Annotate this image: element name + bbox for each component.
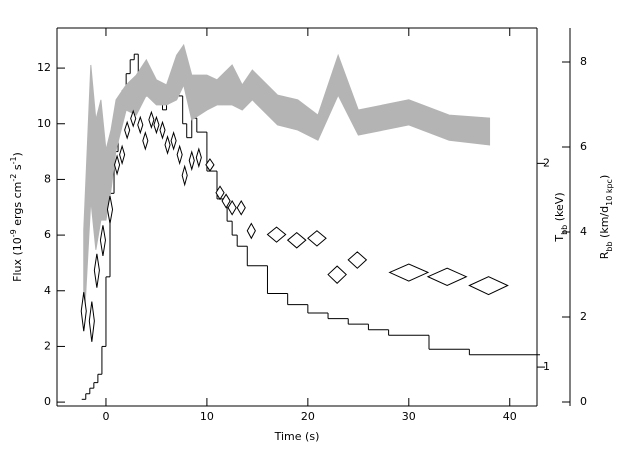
y-tick-label: 0 bbox=[580, 395, 587, 408]
y-axis-label-part: ) bbox=[598, 175, 611, 179]
x-tick-label: 0 bbox=[102, 410, 109, 423]
temperature-diamond bbox=[215, 185, 225, 201]
temperature-diamond bbox=[227, 199, 237, 216]
temperature-diamond bbox=[347, 251, 368, 269]
y-tick-label: 2 bbox=[580, 310, 587, 323]
y-tick-label: 6 bbox=[44, 228, 51, 241]
temperature-diamond bbox=[130, 109, 137, 128]
temperature-diamond bbox=[468, 276, 509, 296]
y-axis-label-part: ergs cm bbox=[11, 182, 24, 230]
plot-layer bbox=[80, 43, 541, 400]
x-tick-label: 30 bbox=[402, 410, 416, 423]
temperature-diamond bbox=[153, 115, 160, 135]
y-axis-label: Tbb (keV) bbox=[553, 192, 569, 242]
temperature-diamond bbox=[307, 230, 327, 247]
y-tick-label: 4 bbox=[580, 225, 587, 238]
y-axis-label-part: bb bbox=[560, 225, 569, 235]
radius-band bbox=[83, 43, 491, 331]
y-axis-label-part: ) bbox=[11, 152, 24, 156]
y-axis-label-part: T bbox=[553, 235, 566, 243]
temperature-diamond bbox=[148, 110, 155, 130]
y-axis-label-part: (km/d bbox=[598, 206, 611, 242]
temperature-diamond bbox=[114, 154, 121, 176]
y-tick-label: 2 bbox=[543, 156, 550, 169]
temperature-diamond bbox=[106, 195, 114, 224]
y-tick-label: 6 bbox=[580, 140, 587, 153]
y-axis-label: Flux (10-9 ergs cm-2 s-1) bbox=[9, 152, 24, 282]
y-axis-label-part: R bbox=[598, 251, 611, 259]
temperature-diamond bbox=[205, 158, 215, 172]
x-tick-label: 20 bbox=[301, 410, 315, 423]
y-axis-label-part: Flux (10 bbox=[11, 237, 24, 282]
x-axis-label: Time (s) bbox=[274, 430, 320, 443]
temperature-diamond bbox=[246, 222, 256, 240]
temperature-diamond bbox=[195, 147, 202, 169]
temperature-diamond bbox=[176, 144, 183, 166]
temperature-diamond bbox=[137, 115, 144, 135]
y-axis-label-part: -9 bbox=[9, 229, 18, 237]
y-axis-label-part: s bbox=[11, 164, 24, 173]
temperature-diamond bbox=[124, 120, 131, 140]
y-axis-label-part: -1 bbox=[9, 156, 18, 164]
temperature-diamond bbox=[181, 164, 188, 187]
temperature-diamond bbox=[80, 292, 87, 332]
temperature-diamond bbox=[142, 131, 149, 151]
temperature-diamond bbox=[119, 144, 126, 166]
temperature-diamond bbox=[286, 231, 307, 249]
y-axis-label-part: 10 kpc bbox=[605, 179, 614, 206]
y-tick-label: 8 bbox=[44, 172, 51, 185]
temperature-diamond bbox=[170, 131, 177, 151]
temperature-diamond bbox=[159, 120, 166, 140]
y-tick-label: 4 bbox=[44, 284, 51, 297]
temperature-diamond bbox=[327, 265, 347, 284]
temperature-diamond bbox=[99, 225, 106, 256]
y-axis-label: Rbb (km/d10 kpc) bbox=[598, 175, 614, 260]
x-tick-label: 10 bbox=[200, 410, 214, 423]
temperature-diamond bbox=[426, 267, 468, 287]
y-tick-label: 12 bbox=[37, 61, 51, 74]
temperature-diamond bbox=[236, 199, 246, 216]
y-tick-label: 10 bbox=[37, 117, 51, 130]
temperature-diamond bbox=[388, 263, 430, 282]
y-axis-label-part: (keV) bbox=[553, 192, 566, 224]
temperature-diamond bbox=[164, 135, 171, 155]
temperature-diamond bbox=[221, 193, 231, 209]
y-tick-label: 8 bbox=[580, 55, 587, 68]
temperature-diamond bbox=[266, 226, 287, 243]
y-tick-label: 1 bbox=[543, 360, 550, 373]
y-axis-label-part: bb bbox=[605, 241, 614, 251]
temperature-diamond bbox=[188, 150, 195, 172]
y-tick-label: 2 bbox=[44, 339, 51, 352]
y-tick-label: 0 bbox=[44, 395, 51, 408]
temperature-diamond bbox=[93, 253, 100, 288]
temperature-diamond bbox=[88, 301, 95, 342]
y-axis-label-part: -2 bbox=[9, 174, 18, 182]
x-tick-label: 40 bbox=[503, 410, 517, 423]
